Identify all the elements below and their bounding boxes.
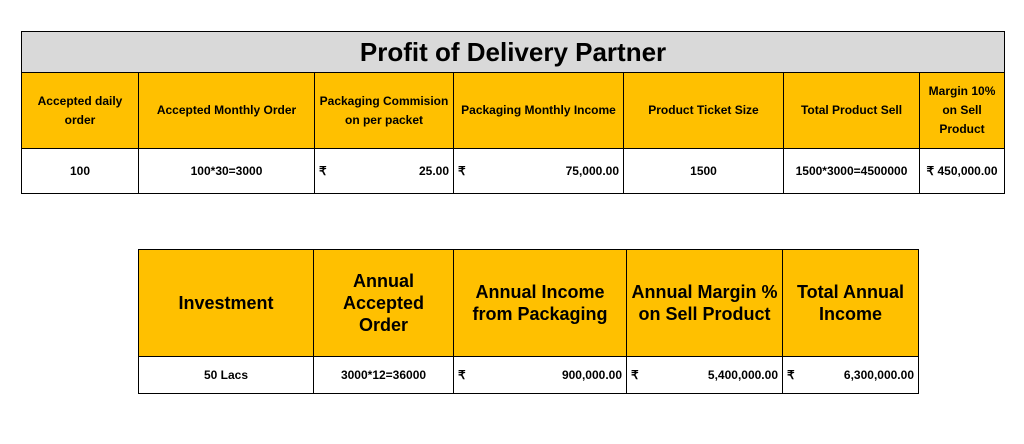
- cell-investment: 50 Lacs: [138, 356, 314, 394]
- header-total-annual-income: Total Annual Income: [782, 249, 919, 357]
- packaging-income-value: 900,000.00: [561, 368, 622, 382]
- rupee-symbol: ₹: [458, 164, 466, 178]
- total-annual-income-value: 6,300,000.00: [843, 368, 914, 382]
- header-annual-accepted-order: Annual Accepted Order: [313, 249, 454, 357]
- header-product-ticket-size: Product Ticket Size: [623, 72, 784, 149]
- cell-monthly-income: ₹ 75,000.00: [453, 148, 624, 194]
- cell-annual-margin: ₹ 5,400,000.00: [626, 356, 783, 394]
- page-title: Profit of Delivery Partner: [20, 31, 1006, 73]
- header-packaging-commission: Packaging Commision on per packet: [314, 72, 454, 149]
- rupee-symbol: ₹: [458, 368, 466, 382]
- cell-annual-order: 3000*12=36000: [313, 356, 454, 394]
- cell-monthly-order: 100*30=3000: [138, 148, 315, 194]
- annual-margin-value: 5,400,000.00: [707, 368, 778, 382]
- header-margin: Margin 10% on Sell Product: [918, 72, 1006, 149]
- header-total-product-sell: Total Product Sell: [783, 72, 920, 149]
- header-accepted-monthly-order: Accepted Monthly Order: [138, 72, 315, 149]
- monthly-income-value: 75,000.00: [565, 164, 619, 178]
- cell-total-sell: 1500*3000=4500000: [783, 148, 920, 194]
- header-investment: Investment: [138, 249, 314, 357]
- header-accepted-daily-order: Accepted daily order: [21, 72, 139, 149]
- header-packaging-monthly-income: Packaging Monthly Income: [453, 72, 624, 149]
- cell-ticket-size: 1500: [623, 148, 784, 194]
- cell-margin: ₹ 450,000.00: [918, 148, 1006, 194]
- header-annual-income-packaging: Annual Income from Packaging: [453, 249, 627, 357]
- commission-value: 25.00: [418, 164, 449, 178]
- rupee-symbol: ₹: [631, 368, 639, 382]
- cell-daily-order: 100: [21, 148, 139, 194]
- annual-income-table: Investment Annual Accepted Order Annual …: [138, 249, 919, 394]
- cell-commission: ₹ 25.00: [314, 148, 454, 194]
- rupee-symbol: ₹: [787, 368, 795, 382]
- delivery-partner-profit-table: Profit of Delivery Partner Accepted dail…: [20, 31, 1006, 194]
- cell-packaging-income: ₹ 900,000.00: [453, 356, 627, 394]
- rupee-symbol: ₹: [319, 164, 327, 178]
- header-annual-margin: Annual Margin % on Sell Product: [626, 249, 783, 357]
- cell-total-annual-income: ₹ 6,300,000.00: [782, 356, 919, 394]
